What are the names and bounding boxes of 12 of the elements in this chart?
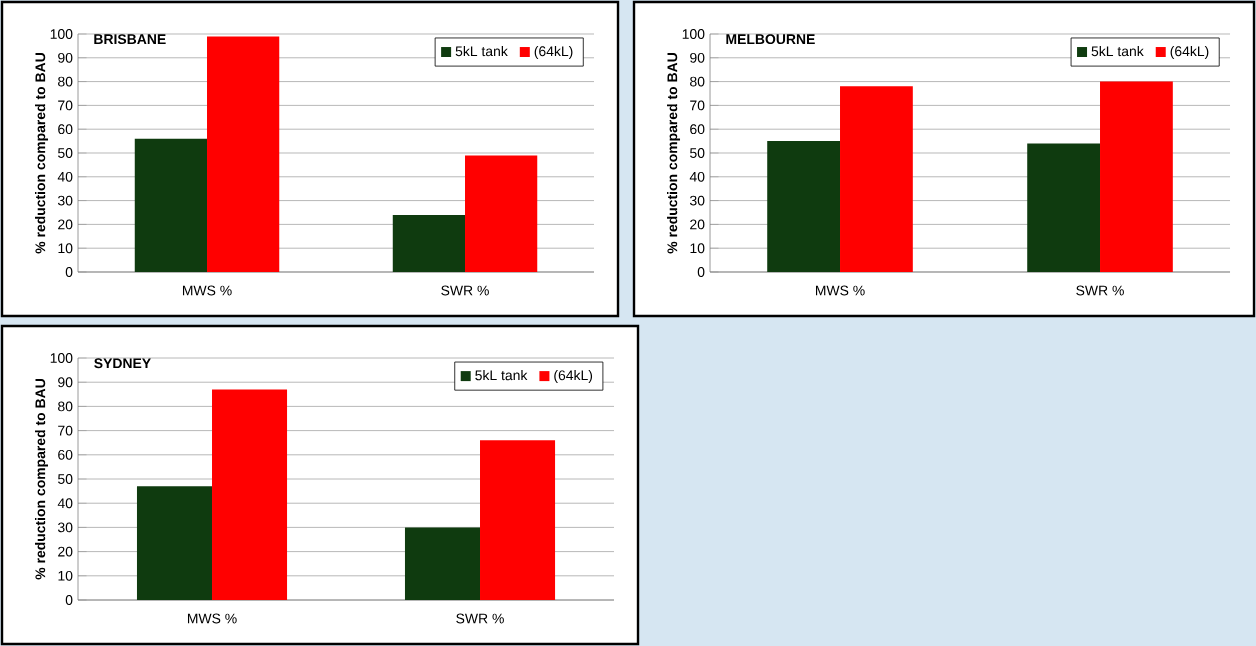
bar [767,141,841,272]
bar [465,155,538,272]
bar [1100,81,1173,272]
bar [480,440,556,600]
bar [136,486,213,600]
bar [840,86,913,272]
bar [134,138,208,272]
bar [207,36,280,272]
bar [404,527,481,600]
bar [392,214,466,272]
bar [212,389,288,600]
bar [1027,143,1101,272]
